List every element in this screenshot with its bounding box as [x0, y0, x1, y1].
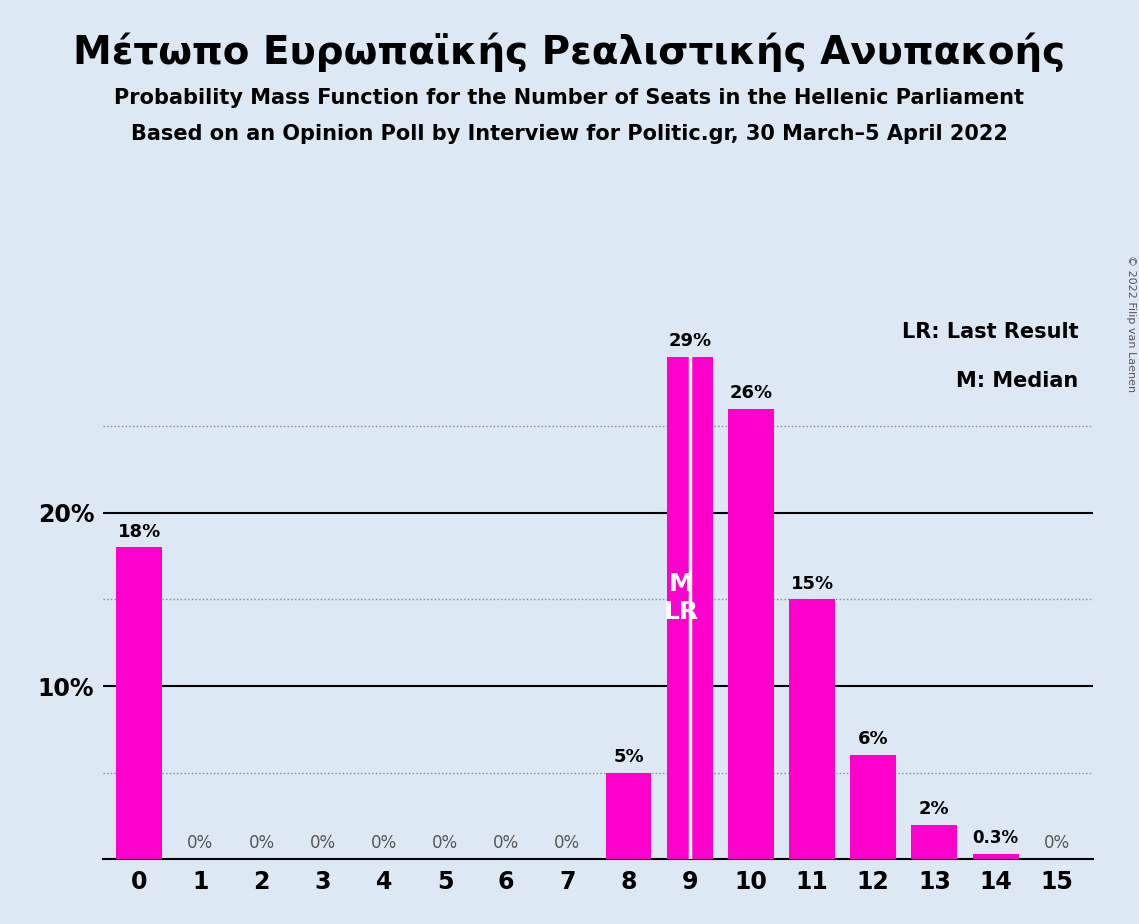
Text: Probability Mass Function for the Number of Seats in the Hellenic Parliament: Probability Mass Function for the Number… — [115, 88, 1024, 108]
Text: 0.3%: 0.3% — [973, 829, 1018, 847]
Text: 26%: 26% — [729, 384, 772, 402]
Text: 6%: 6% — [858, 731, 888, 748]
Text: 5%: 5% — [613, 748, 644, 766]
Text: LR: Last Result: LR: Last Result — [902, 322, 1079, 342]
Text: 0%: 0% — [371, 834, 398, 852]
Text: 0%: 0% — [432, 834, 458, 852]
Text: © 2022 Filip van Laenen: © 2022 Filip van Laenen — [1126, 255, 1136, 392]
Bar — [666, 357, 713, 859]
Text: 0%: 0% — [1043, 834, 1070, 852]
Text: 0%: 0% — [187, 834, 213, 852]
Text: 0%: 0% — [555, 834, 581, 852]
Bar — [728, 409, 773, 859]
Text: 18%: 18% — [117, 523, 161, 541]
Text: 2%: 2% — [919, 800, 950, 818]
Bar — [789, 600, 835, 859]
Bar — [851, 756, 896, 859]
Text: Μέτωπο Ευρωπαϊκής Ρεαλιστικής Ανυπακοής: Μέτωπο Ευρωπαϊκής Ρεαλιστικής Ανυπακοής — [73, 32, 1066, 72]
Text: 29%: 29% — [669, 332, 711, 350]
Text: 0%: 0% — [493, 834, 519, 852]
Text: 15%: 15% — [790, 575, 834, 592]
Bar — [973, 854, 1018, 859]
Bar — [116, 547, 162, 859]
Text: M: Median: M: Median — [957, 371, 1079, 392]
Bar — [911, 824, 958, 859]
Text: 0%: 0% — [248, 834, 274, 852]
Text: Based on an Opinion Poll by Interview for Politic.gr, 30 March–5 April 2022: Based on an Opinion Poll by Interview fo… — [131, 124, 1008, 144]
Bar — [606, 772, 652, 859]
Text: M
LR: M LR — [664, 572, 699, 624]
Text: 0%: 0% — [310, 834, 336, 852]
